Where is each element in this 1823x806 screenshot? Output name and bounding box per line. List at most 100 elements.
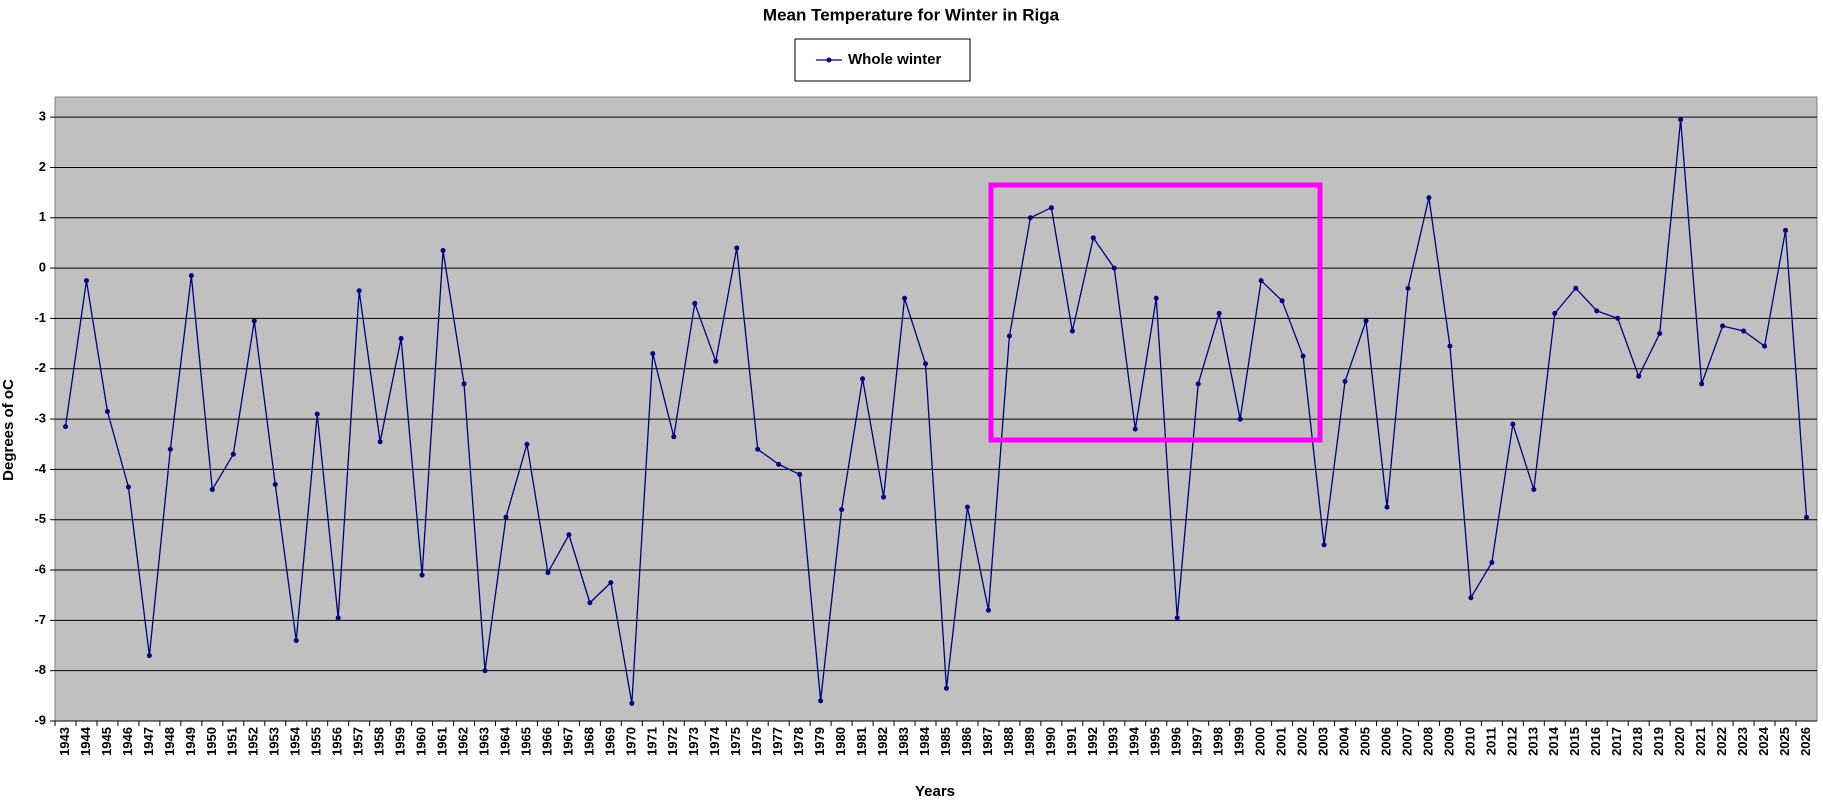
y-tick-label: -3 bbox=[34, 411, 46, 426]
data-point bbox=[83, 278, 89, 284]
data-point bbox=[398, 336, 404, 342]
x-tick-label: 1975 bbox=[728, 727, 743, 756]
x-tick-label: 1959 bbox=[393, 727, 408, 756]
x-tick-label: 2026 bbox=[1798, 727, 1813, 756]
x-tick-label: 1957 bbox=[351, 727, 366, 756]
x-tick-label: 2007 bbox=[1399, 727, 1414, 756]
x-tick-label: 2003 bbox=[1315, 727, 1330, 756]
x-tick-label: 2021 bbox=[1693, 727, 1708, 756]
data-point bbox=[818, 698, 824, 704]
y-tick-label: -2 bbox=[34, 360, 46, 375]
x-tick-label: 1943 bbox=[57, 727, 72, 756]
data-point bbox=[671, 434, 677, 440]
y-tick-label: -6 bbox=[34, 561, 46, 576]
x-tick-label: 1950 bbox=[204, 727, 219, 756]
data-point bbox=[377, 439, 383, 445]
data-point bbox=[1531, 487, 1537, 493]
data-point bbox=[482, 668, 488, 674]
x-tick-label: 1986 bbox=[959, 727, 974, 756]
data-point bbox=[356, 288, 362, 294]
data-point bbox=[167, 446, 173, 452]
data-point bbox=[1027, 215, 1033, 221]
data-point bbox=[1258, 278, 1264, 284]
y-tick-label: 2 bbox=[39, 159, 46, 174]
x-tick-label: 2023 bbox=[1735, 727, 1750, 756]
data-point bbox=[1069, 328, 1075, 334]
x-tick-label: 1958 bbox=[372, 727, 387, 756]
data-point bbox=[797, 471, 803, 477]
plot-area bbox=[54, 96, 1818, 722]
x-tick-label: 1989 bbox=[1022, 727, 1037, 756]
x-tick-label: 1970 bbox=[623, 727, 638, 756]
x-tick-label: 1997 bbox=[1190, 727, 1205, 756]
x-tick-label: 1979 bbox=[812, 727, 827, 756]
data-point bbox=[293, 637, 299, 643]
data-point bbox=[650, 351, 656, 357]
x-tick-label: 1969 bbox=[602, 727, 617, 756]
x-tick-label: 2012 bbox=[1504, 727, 1519, 756]
x-tick-label: 1953 bbox=[267, 727, 282, 756]
data-point bbox=[104, 409, 110, 415]
x-tick-label: 2001 bbox=[1274, 727, 1289, 756]
data-point bbox=[776, 461, 782, 467]
y-tick-label: -1 bbox=[34, 310, 46, 325]
data-point bbox=[755, 446, 761, 452]
data-point bbox=[1741, 328, 1747, 334]
x-tick-label: 1960 bbox=[414, 727, 429, 756]
data-point bbox=[1720, 323, 1726, 329]
data-point bbox=[902, 295, 908, 301]
x-tick-label: 1996 bbox=[1169, 727, 1184, 756]
data-point bbox=[335, 615, 341, 621]
x-tick-label: 2000 bbox=[1253, 727, 1268, 756]
data-point bbox=[1300, 353, 1306, 359]
data-point bbox=[251, 318, 257, 324]
data-point bbox=[440, 247, 446, 253]
x-tick-label: 1946 bbox=[120, 727, 135, 756]
data-point bbox=[1048, 205, 1054, 211]
data-point bbox=[125, 484, 131, 490]
data-point bbox=[62, 424, 68, 430]
x-tick-label: 1998 bbox=[1211, 727, 1226, 756]
data-point bbox=[461, 381, 467, 387]
data-point bbox=[1426, 195, 1432, 201]
data-point bbox=[1174, 615, 1180, 621]
data-point bbox=[1321, 542, 1327, 548]
data-point bbox=[881, 494, 887, 500]
x-tick-label: 1956 bbox=[330, 727, 345, 756]
data-point bbox=[566, 532, 572, 538]
y-tick-label: -5 bbox=[34, 511, 46, 526]
x-tick-label: 1984 bbox=[917, 726, 932, 756]
y-tick-label: -4 bbox=[34, 461, 46, 476]
x-tick-label: 2020 bbox=[1672, 727, 1687, 756]
x-tick-label: 1990 bbox=[1043, 727, 1058, 756]
data-point bbox=[1762, 343, 1768, 349]
data-point bbox=[713, 358, 719, 364]
data-point bbox=[1195, 381, 1201, 387]
data-point bbox=[146, 653, 152, 659]
x-tick-label: 1983 bbox=[896, 727, 911, 756]
x-tick-label: 2009 bbox=[1441, 727, 1456, 756]
data-point bbox=[1132, 426, 1138, 432]
x-tick-label: 2019 bbox=[1651, 727, 1666, 756]
x-tick-label: 2016 bbox=[1588, 727, 1603, 756]
data-point bbox=[1489, 559, 1495, 565]
y-tick-label: -8 bbox=[34, 662, 46, 677]
x-tick-label: 1944 bbox=[78, 726, 93, 756]
x-tick-label: 1992 bbox=[1085, 727, 1100, 756]
series-line bbox=[64, 119, 1808, 704]
data-point bbox=[1804, 514, 1810, 520]
data-point bbox=[1636, 373, 1642, 379]
x-tick-label: 1994 bbox=[1127, 726, 1142, 756]
legend-label: Whole winter bbox=[848, 51, 941, 68]
data-point bbox=[1447, 343, 1453, 349]
highlight-box bbox=[988, 182, 1323, 443]
x-tick-label: 1965 bbox=[518, 727, 533, 756]
x-tick-label: 2015 bbox=[1567, 727, 1582, 756]
x-tick-label: 1981 bbox=[854, 727, 869, 756]
x-tick-label: 1951 bbox=[225, 727, 240, 756]
x-tick-label: 2025 bbox=[1777, 727, 1792, 756]
x-tick-label: 2010 bbox=[1462, 727, 1477, 756]
x-axis-title: Years bbox=[915, 783, 955, 800]
x-tick-label: 1987 bbox=[980, 727, 995, 756]
